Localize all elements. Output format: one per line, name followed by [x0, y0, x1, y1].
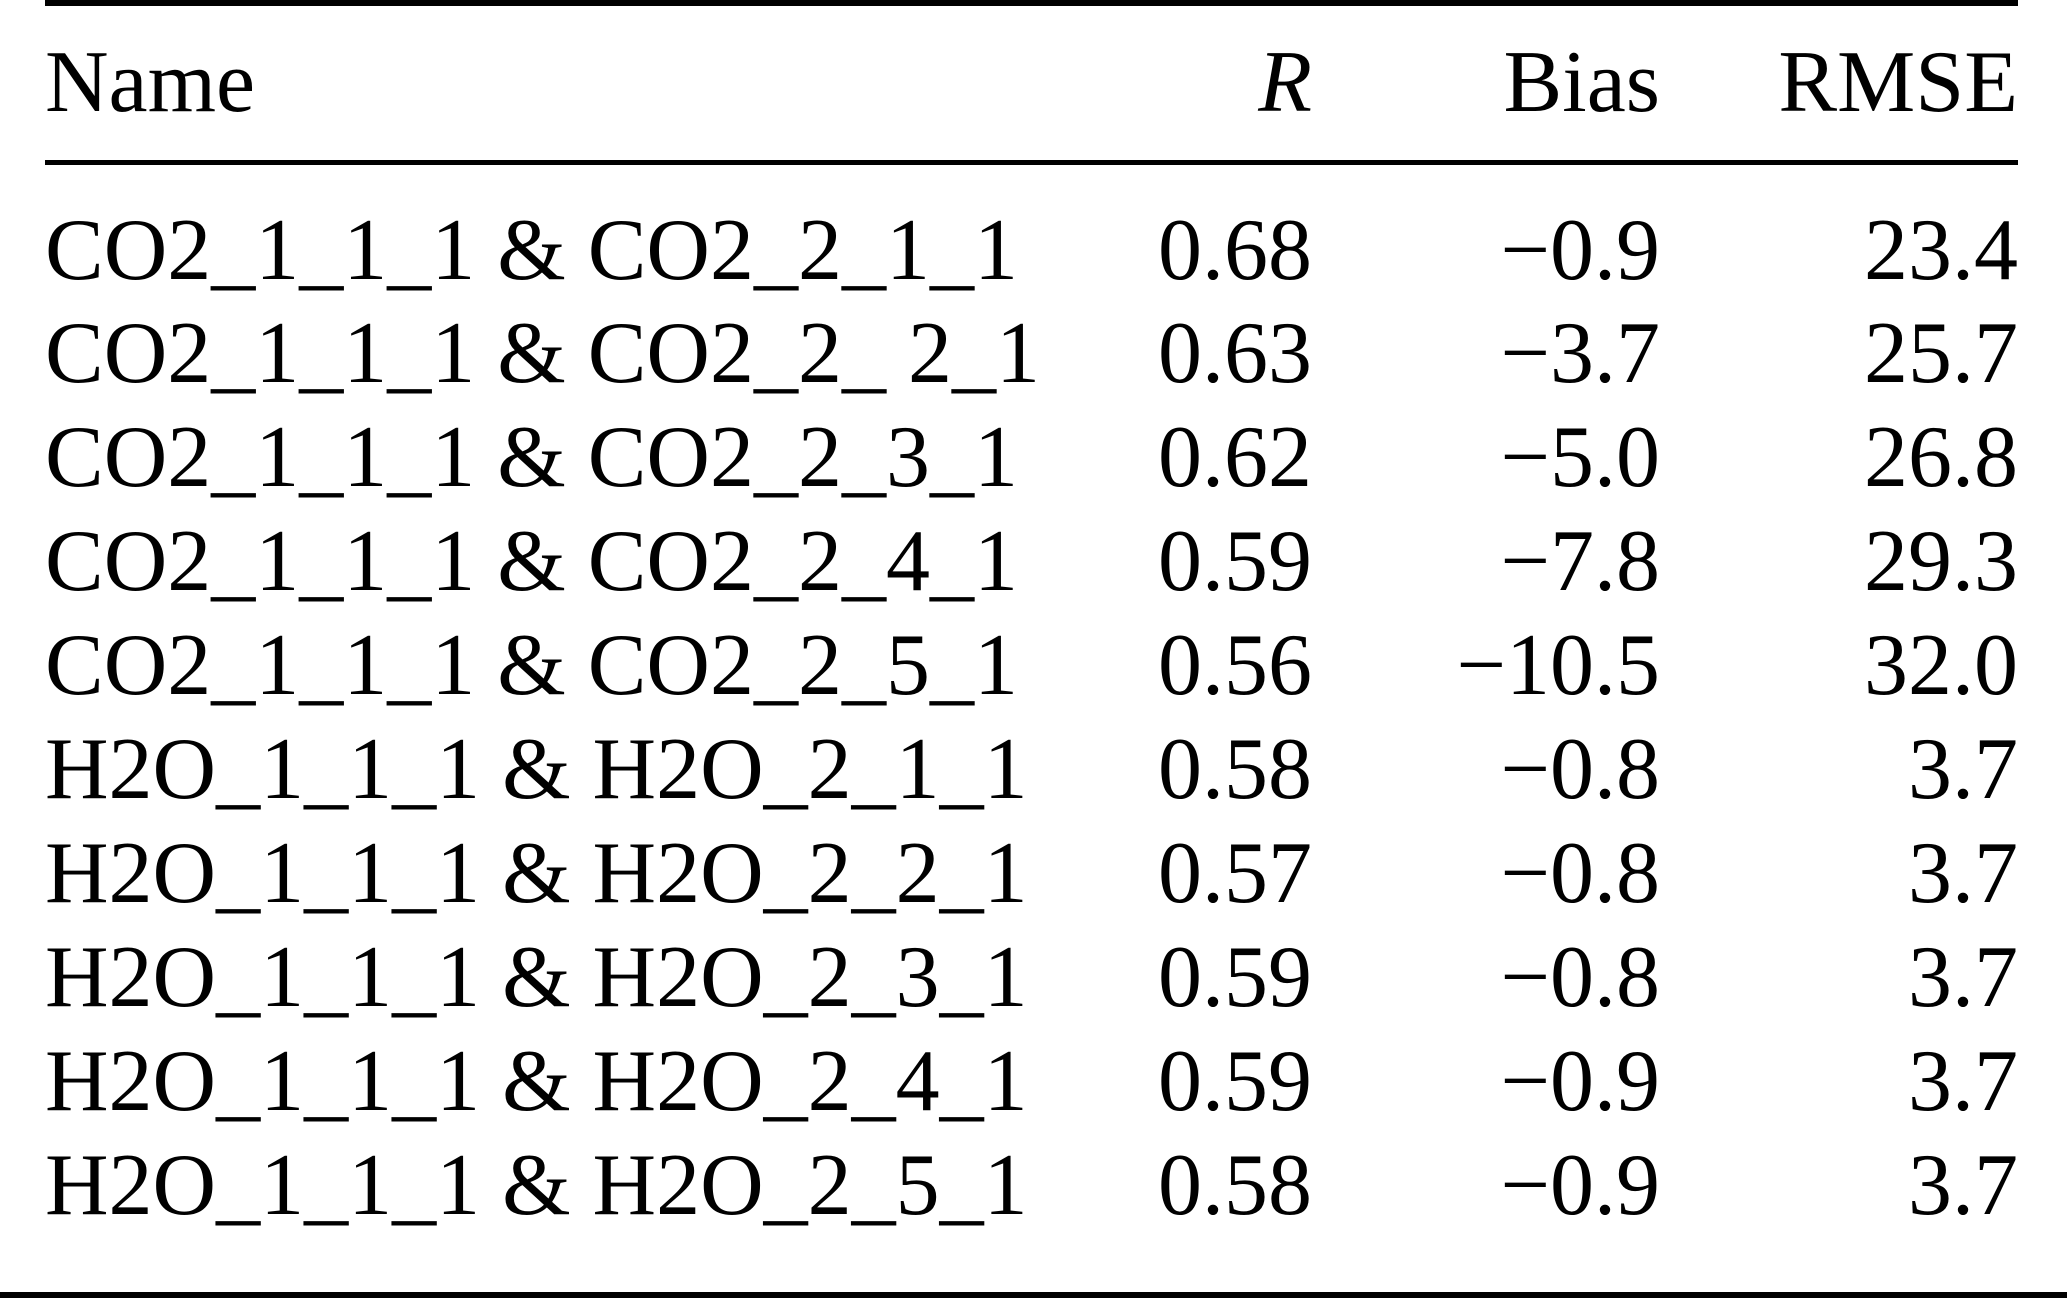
name-cell: H2O_1_1_1 & H2O_2_5_1 — [45, 1136, 1028, 1234]
name-cell: CO2_1_1_1 & CO2_2_3_1 — [45, 408, 1018, 506]
rmse-cell: 29.3 — [1864, 512, 2018, 610]
table-row: H2O_1_1_1 & H2O_2_2_1 0.57 −0.8 3.7 — [45, 821, 2018, 925]
r-cell: 0.56 — [1158, 616, 1312, 714]
bias-cell: −0.9 — [1500, 1032, 1660, 1130]
table-row: H2O_1_1_1 & H2O_2_4_1 0.59 −0.9 3.7 — [45, 1029, 2018, 1133]
r-cell: 0.58 — [1158, 720, 1312, 818]
name-cell: CO2_1_1_1 & CO2_2_4_1 — [45, 512, 1018, 610]
r-cell: 0.59 — [1158, 1032, 1312, 1130]
column-header-rmse: RMSE — [1660, 3, 2018, 165]
table-row: H2O_1_1_1 & H2O_2_5_1 0.58 −0.9 3.7 — [45, 1133, 2018, 1237]
bias-cell: −5.0 — [1500, 408, 1660, 506]
r-cell: 0.57 — [1158, 824, 1312, 922]
bias-cell: −0.8 — [1500, 824, 1660, 922]
table-row: H2O_1_1_1 & H2O_2_3_1 0.59 −0.8 3.7 — [45, 925, 2018, 1029]
table-row: CO2_1_1_1 & CO2_2_5_1 0.56 −10.5 32.0 — [45, 613, 2018, 717]
table-row: CO2_1_1_1 & CO2_2_4_1 0.59 −7.8 29.3 — [45, 509, 2018, 613]
name-cell: CO2_1_1_1 & CO2_2_1_1 — [45, 201, 1018, 299]
bias-cell: −0.8 — [1500, 928, 1660, 1026]
bias-cell: −3.7 — [1500, 304, 1660, 402]
name-cell: H2O_1_1_1 & H2O_2_4_1 — [45, 1032, 1028, 1130]
table-row: CO2_1_1_1 & CO2_2_ 2_1 0.63 −3.7 25.7 — [45, 301, 2018, 405]
rmse-cell: 26.8 — [1864, 408, 2018, 506]
name-cell: H2O_1_1_1 & H2O_2_3_1 — [45, 928, 1028, 1026]
rmse-cell: 32.0 — [1864, 616, 2018, 714]
metrics-table: Name R Bias RMSE CO2_1_1_1 & CO2_2_1_1 0… — [45, 0, 2018, 1237]
r-cell: 0.58 — [1158, 1136, 1312, 1234]
table-row: CO2_1_1_1 & CO2_2_1_1 0.68 −0.9 23.4 — [45, 162, 2018, 301]
rmse-cell: 3.7 — [1908, 1136, 2018, 1234]
bias-cell: −0.9 — [1500, 201, 1660, 299]
bias-cell: −10.5 — [1456, 616, 1660, 714]
name-cell: CO2_1_1_1 & CO2_2_5_1 — [45, 616, 1018, 714]
bias-cell: −0.9 — [1500, 1136, 1660, 1234]
rmse-cell: 3.7 — [1908, 928, 2018, 1026]
rmse-cell: 3.7 — [1908, 1032, 2018, 1130]
rmse-cell: 23.4 — [1864, 201, 2018, 299]
header-row: Name R Bias RMSE — [45, 3, 2018, 165]
r-cell: 0.59 — [1158, 512, 1312, 610]
table-bottom-rule — [0, 1292, 2067, 1298]
rmse-cell: 3.7 — [1908, 824, 2018, 922]
name-cell: H2O_1_1_1 & H2O_2_1_1 — [45, 720, 1028, 818]
bias-cell: −7.8 — [1500, 512, 1660, 610]
rmse-cell: 3.7 — [1908, 720, 2018, 818]
r-cell: 0.68 — [1158, 201, 1312, 299]
table-row: CO2_1_1_1 & CO2_2_3_1 0.62 −5.0 26.8 — [45, 405, 2018, 509]
column-header-name: Name — [45, 3, 962, 165]
r-cell: 0.59 — [1158, 928, 1312, 1026]
column-header-bias: Bias — [1312, 3, 1660, 165]
column-header-r: R — [962, 3, 1312, 165]
table-row: H2O_1_1_1 & H2O_2_1_1 0.58 −0.8 3.7 — [45, 717, 2018, 821]
name-cell: H2O_1_1_1 & H2O_2_2_1 — [45, 824, 1028, 922]
name-cell: CO2_1_1_1 & CO2_2_ 2_1 — [45, 304, 1040, 402]
rmse-cell: 25.7 — [1864, 304, 2018, 402]
r-cell: 0.62 — [1158, 408, 1312, 506]
bias-cell: −0.8 — [1500, 720, 1660, 818]
r-cell: 0.63 — [1158, 304, 1312, 402]
